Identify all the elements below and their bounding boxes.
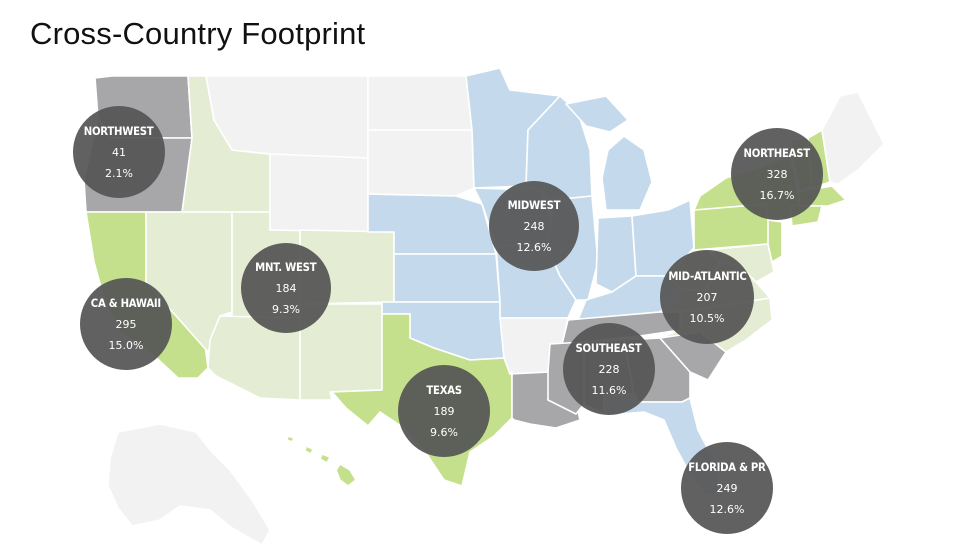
region-bubble-mnt-west: MNT. WEST 184 9.3% xyxy=(241,243,331,333)
region-name: MIDWEST xyxy=(507,198,561,212)
region-percent: 12.6% xyxy=(709,503,745,516)
region-count: 184 xyxy=(275,282,297,295)
region-percent: 15.0% xyxy=(108,339,144,352)
region-percent: 16.7% xyxy=(759,189,795,202)
region-name: MNT. WEST xyxy=(255,260,317,274)
state-maine xyxy=(821,91,885,185)
region-bubble-midwest: MIDWEST 248 12.6% xyxy=(489,181,579,271)
region-bubble-florida-pr: FLORIDA & PR 249 12.6% xyxy=(681,442,773,534)
region-percent: 9.6% xyxy=(430,426,458,439)
region-percent: 10.5% xyxy=(689,312,725,325)
region-count: 41 xyxy=(112,146,126,159)
region-count: 328 xyxy=(766,168,788,181)
region-percent: 11.6% xyxy=(591,384,627,397)
state-montana xyxy=(205,75,369,159)
state-south-dakota xyxy=(367,129,475,197)
page-title: Cross-Country Footprint xyxy=(30,16,366,51)
region-bubble-mid-atlantic: MID-ATLANTIC 207 10.5% xyxy=(660,250,754,344)
region-name: CA & HAWAII xyxy=(90,296,162,310)
region-name: NORTHEAST xyxy=(743,146,811,160)
state-kansas xyxy=(393,253,501,303)
region-name: SOUTHEAST xyxy=(575,341,643,355)
state-new-jersey xyxy=(767,219,783,263)
state-wyoming xyxy=(269,153,369,233)
region-bubble-northwest: NORTHWEST 41 2.1% xyxy=(73,106,165,198)
region-count: 207 xyxy=(696,291,718,304)
region-name: TEXAS xyxy=(426,383,462,397)
region-percent: 9.3% xyxy=(272,303,300,316)
state-hawaii xyxy=(286,435,357,487)
region-bubble-texas: TEXAS 189 9.6% xyxy=(398,365,490,457)
region-count: 228 xyxy=(598,363,620,376)
region-bubble-northeast: NORTHEAST 328 16.7% xyxy=(731,128,823,220)
state-alaska xyxy=(107,423,271,546)
region-bubble-southeast: SOUTHEAST 228 11.6% xyxy=(563,323,655,415)
region-bubble-ca-hawaii: CA & HAWAII 295 15.0% xyxy=(80,278,172,370)
region-name: NORTHWEST xyxy=(84,124,154,138)
region-count: 249 xyxy=(716,482,738,495)
region-count: 189 xyxy=(433,405,455,418)
region-name: FLORIDA & PR xyxy=(688,460,766,474)
state-michigan xyxy=(565,95,653,211)
region-name: MID-ATLANTIC xyxy=(667,269,747,283)
region-percent: 12.6% xyxy=(516,241,552,254)
region-count: 295 xyxy=(115,318,137,331)
state-north-dakota xyxy=(367,75,473,131)
region-percent: 2.1% xyxy=(105,167,133,180)
region-count: 248 xyxy=(523,220,545,233)
